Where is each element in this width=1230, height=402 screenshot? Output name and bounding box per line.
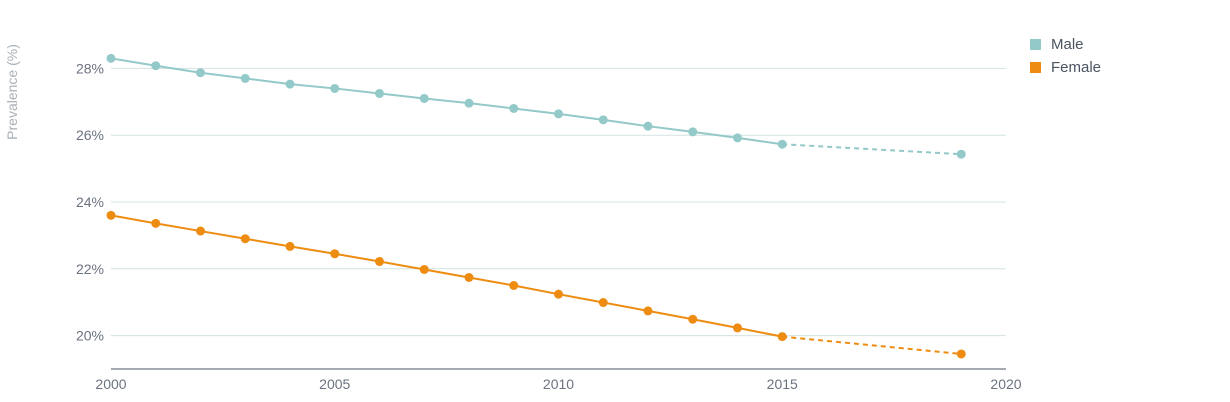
data-point-male-2008 xyxy=(464,98,474,108)
data-point-female-2002 xyxy=(196,226,205,236)
data-point-female-2000 xyxy=(106,210,116,220)
series-line-male xyxy=(110,57,783,146)
y-tick-label-24: 24% xyxy=(76,194,104,210)
data-point-male-2003 xyxy=(240,73,250,83)
projection-line-female xyxy=(782,335,962,355)
data-point-female-2010 xyxy=(554,289,563,299)
y-tick-label-22: 22% xyxy=(76,261,104,277)
data-point-female-2015 xyxy=(777,332,787,342)
y-tick-label-26: 26% xyxy=(76,127,104,143)
legend-label-male: Male xyxy=(1051,36,1084,53)
data-point-female-2019 xyxy=(956,349,966,359)
data-point-female-2014 xyxy=(733,323,742,333)
data-point-female-2008 xyxy=(464,272,474,282)
y-axis-title: Prevalence (%) xyxy=(4,44,20,140)
data-point-male-2000 xyxy=(106,53,116,63)
series-male xyxy=(106,53,966,159)
legend-swatch-male xyxy=(1030,39,1041,50)
data-point-female-2007 xyxy=(419,264,429,274)
series-line-female xyxy=(110,214,783,338)
data-point-male-2004 xyxy=(285,79,295,89)
data-point-female-2001 xyxy=(151,218,161,228)
data-point-male-2012 xyxy=(643,121,653,131)
data-point-female-2004 xyxy=(285,241,295,251)
data-point-female-2006 xyxy=(375,256,384,266)
x-tick-label-2000: 2000 xyxy=(95,376,126,392)
series-female xyxy=(106,210,966,359)
data-point-male-2013 xyxy=(688,127,698,137)
data-point-female-2005 xyxy=(330,249,340,259)
data-point-male-2001 xyxy=(151,61,161,71)
data-point-male-2006 xyxy=(375,88,384,98)
data-point-male-2014 xyxy=(733,133,742,143)
data-point-male-2007 xyxy=(419,93,429,103)
y-tick-label-28: 28% xyxy=(76,60,104,76)
legend-swatch-female xyxy=(1030,62,1041,73)
data-point-female-2003 xyxy=(240,234,250,244)
projection-line-male xyxy=(782,143,962,156)
legend-item-female[interactable]: Female xyxy=(1030,56,1101,79)
legend-item-male[interactable]: Male xyxy=(1030,33,1101,56)
data-point-male-2019 xyxy=(956,149,966,159)
x-tick-label-2020: 2020 xyxy=(990,376,1021,392)
y-tick-label-20: 20% xyxy=(76,328,104,344)
x-axis: 2000 2005 2010 2015 2020 xyxy=(95,368,1022,392)
data-point-male-2011 xyxy=(598,115,608,125)
series-layer xyxy=(106,53,966,359)
data-point-male-2015 xyxy=(777,139,787,149)
gridlines xyxy=(111,67,1006,337)
data-point-female-2009 xyxy=(509,281,519,290)
data-point-male-2009 xyxy=(509,103,519,113)
data-point-female-2012 xyxy=(643,306,653,316)
x-tick-label-2010: 2010 xyxy=(543,376,574,392)
x-tick-label-2015: 2015 xyxy=(767,376,798,392)
y-axis-ticks: 20% 22% 24% 26% 28% xyxy=(76,60,104,343)
legend: Male Female xyxy=(1030,33,1101,79)
data-point-female-2011 xyxy=(598,298,608,308)
data-point-female-2013 xyxy=(688,314,698,324)
data-point-male-2005 xyxy=(330,83,340,93)
x-tick-label-2005: 2005 xyxy=(319,376,350,392)
legend-label-female: Female xyxy=(1051,59,1102,76)
data-point-male-2002 xyxy=(196,68,205,78)
data-point-male-2010 xyxy=(554,109,563,119)
